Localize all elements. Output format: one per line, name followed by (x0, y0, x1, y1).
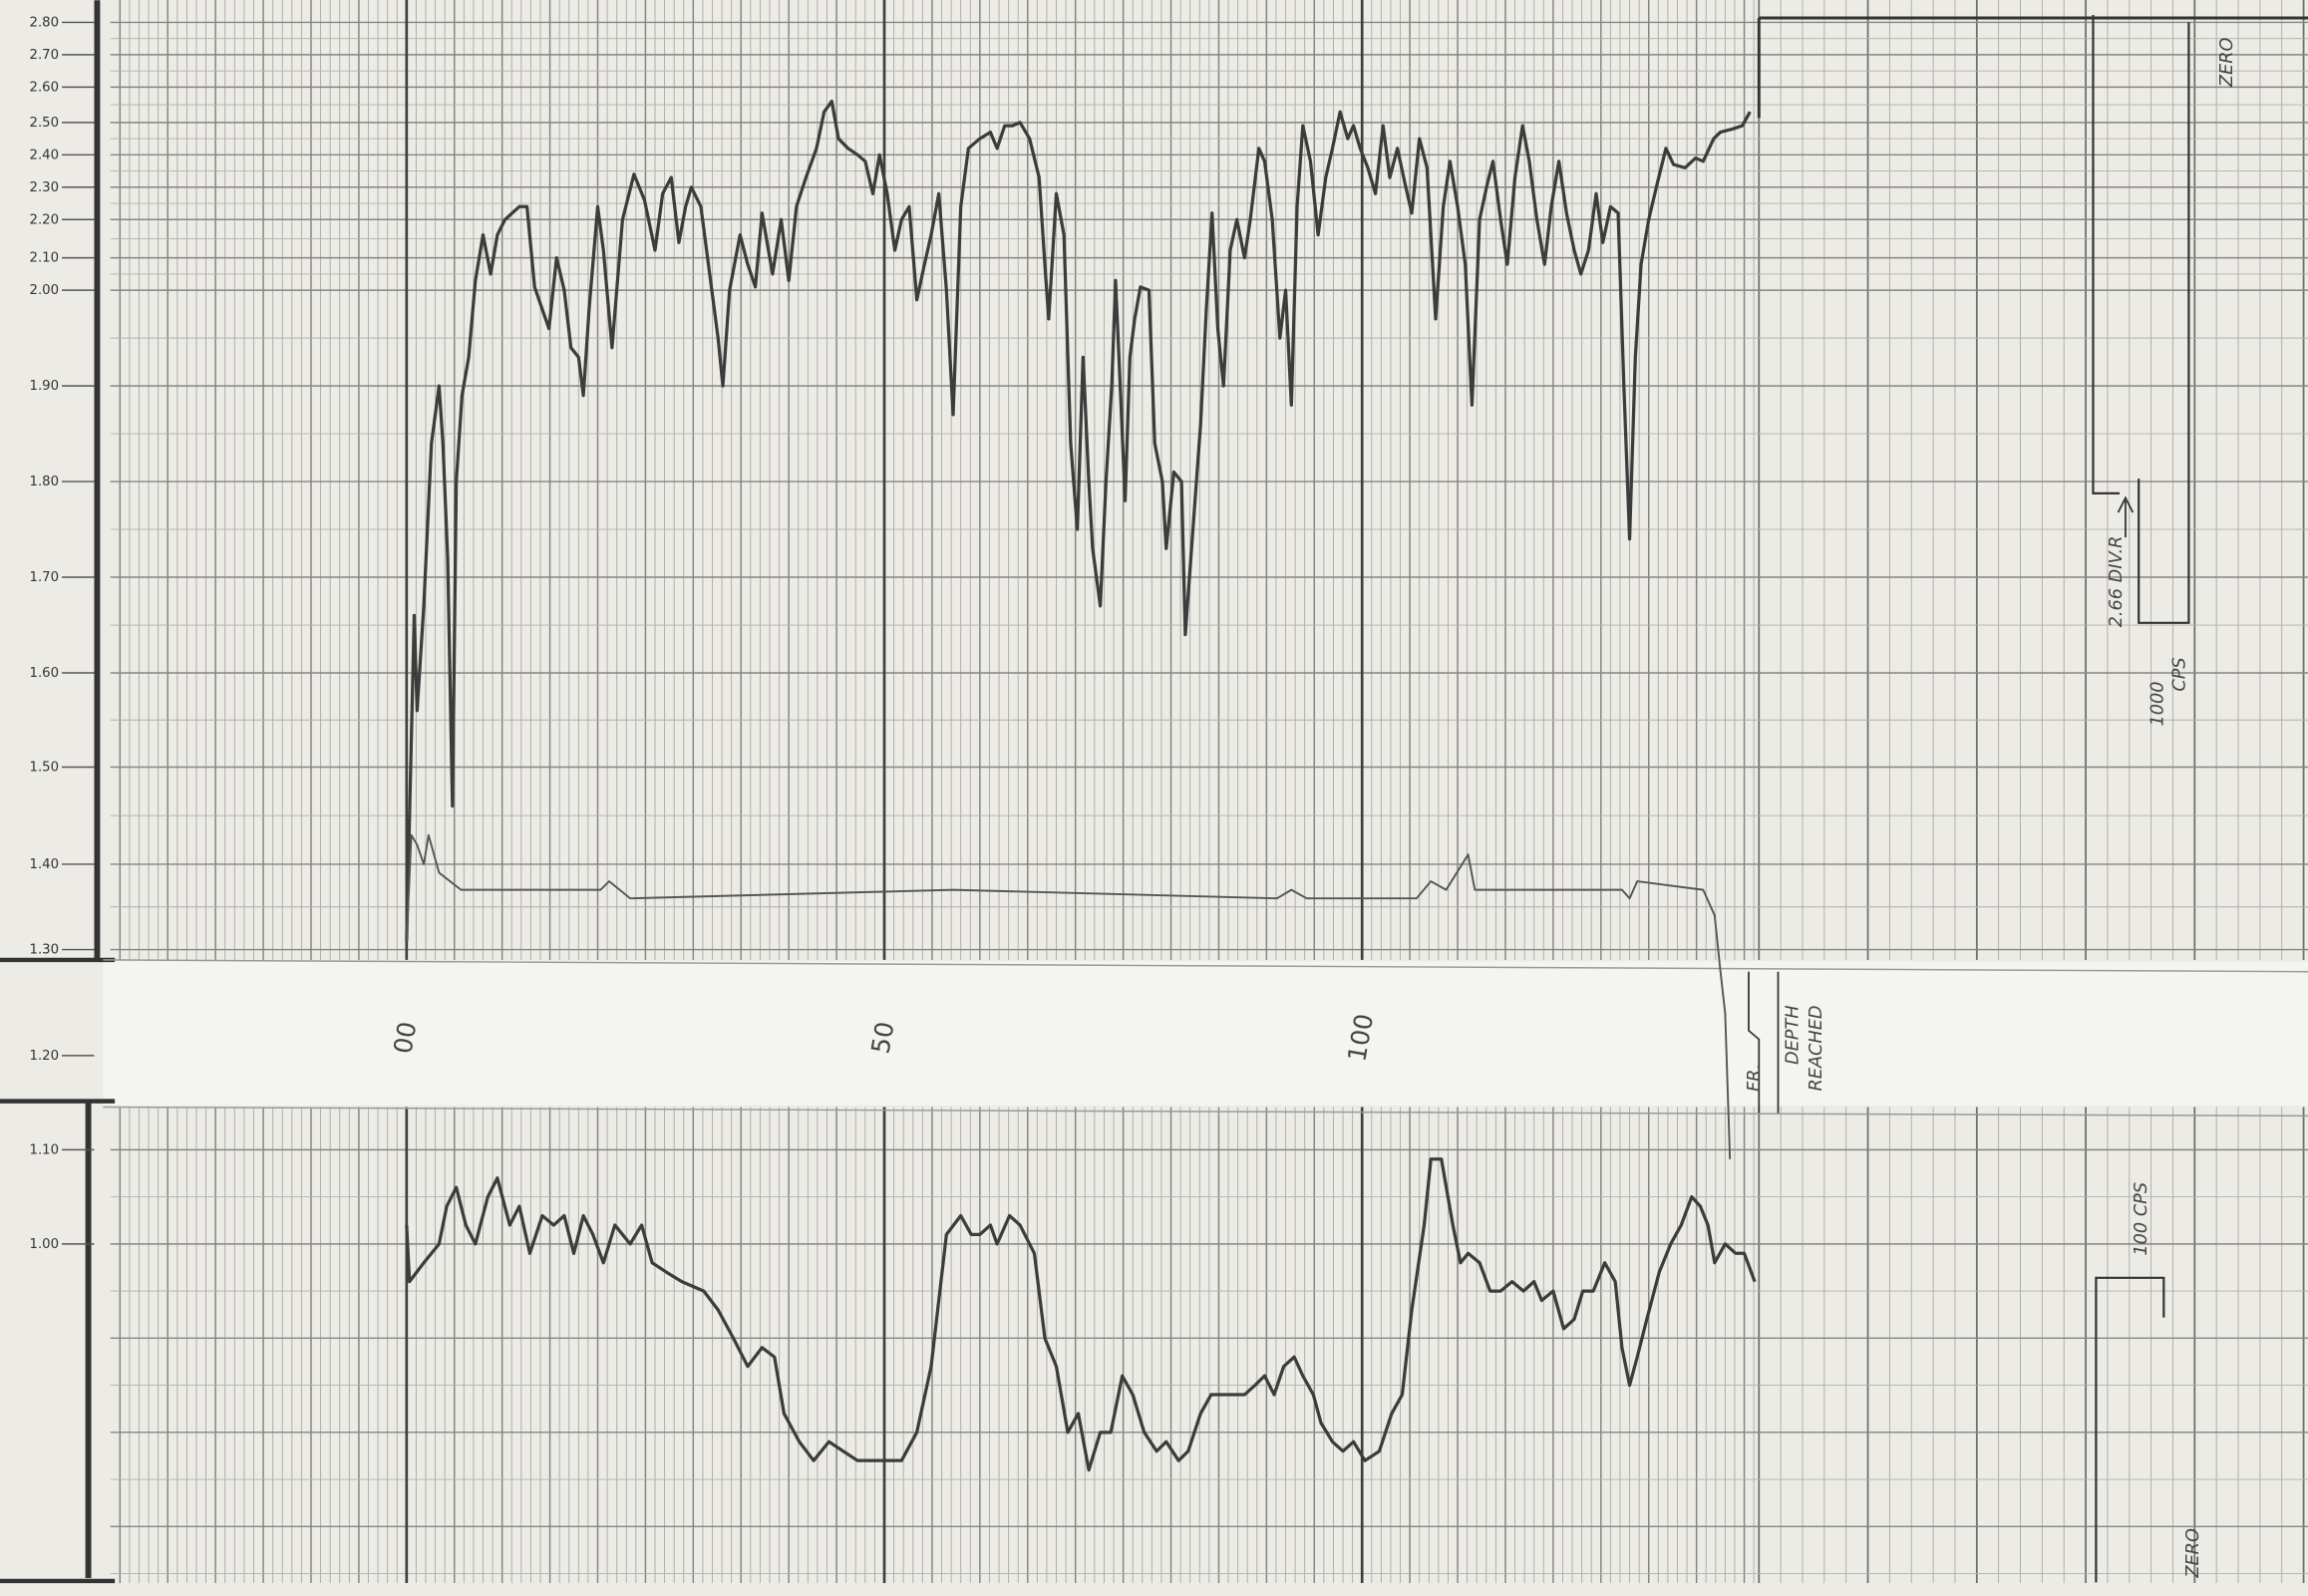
y-tick-label: 1.00 (30, 1237, 60, 1252)
y-tick-label: 2.10 (30, 251, 60, 266)
y-tick-label: 2.60 (30, 80, 60, 95)
y-tick-label: 2.00 (30, 283, 60, 298)
y-tick-label: 1.50 (30, 760, 60, 775)
depth-band (103, 961, 2308, 1106)
annotation: REACHED (1807, 1005, 1826, 1091)
y-tick-label: 2.70 (30, 48, 60, 63)
page: 2.80 2.70 2.60 2.50 2.40 2.30 2.20 2.10 2.00 1.90… (0, 0, 2308, 1596)
annotation: ZERO (2183, 1528, 2203, 1579)
annotation: ZERO (2217, 37, 2237, 88)
y-tick-label: 1.40 (30, 857, 60, 872)
annotation: 100 CPS (2132, 1182, 2151, 1256)
y-tick-label: 2.40 (30, 148, 60, 162)
annotation: 1000 (2147, 681, 2167, 726)
annotation: DEPTH (1783, 1005, 1803, 1065)
x-tick-label: 00 (388, 1020, 422, 1056)
y-tick-label: 2.30 (30, 180, 60, 195)
y-tick-label: 1.80 (30, 475, 60, 489)
y-tick-label: 2.20 (30, 212, 60, 227)
y-tick-label: 1.90 (30, 379, 60, 394)
paper (0, 0, 2308, 1595)
y-tick-label: 1.10 (30, 1142, 60, 1157)
annotation: 2.66 DIV.R (2107, 536, 2127, 628)
y-tick-label: 1.60 (30, 666, 60, 681)
y-tick-label: 1.70 (30, 570, 60, 585)
y-tick-label: 1.20 (30, 1049, 60, 1064)
chart: 2.80 2.70 2.60 2.50 2.40 2.30 2.20 2.10 2.00 1.90… (0, 0, 2308, 1596)
annotation: CPS (2170, 657, 2190, 691)
y-tick-label: 1.30 (30, 943, 60, 958)
annotation: FR. (1745, 1064, 1765, 1092)
x-tick-label: 50 (865, 1020, 899, 1056)
y-tick-label: 2.80 (30, 15, 60, 30)
y-tick-label: 2.50 (30, 116, 60, 131)
